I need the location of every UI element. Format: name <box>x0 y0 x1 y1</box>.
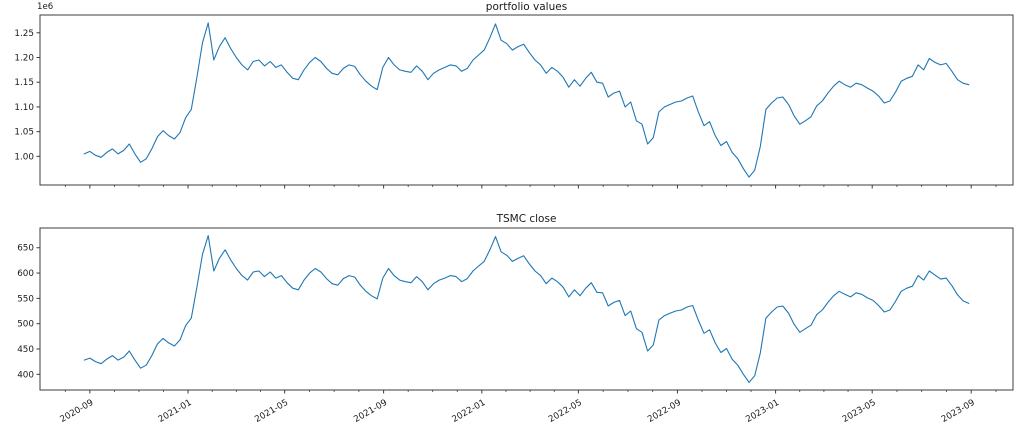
y-axis-offset-label: 1e6 <box>37 2 54 12</box>
chart-title-portfolio-values: portfolio values <box>485 1 568 13</box>
y-tick-label: 1.10 <box>14 103 34 113</box>
y-tick-label: 1.20 <box>14 54 34 64</box>
x-tick-label: 2021-09 <box>352 398 389 425</box>
series-line-0 <box>83 22 970 178</box>
x-tick-label: 2021-01 <box>157 398 194 425</box>
chart-title-tsmc-close: TSMC close <box>496 213 557 225</box>
y-tick-label: 1.15 <box>14 78 34 88</box>
y-tick-label: 550 <box>17 294 34 304</box>
y-tick-label: 1.05 <box>14 128 34 138</box>
x-tick-label: 2021-05 <box>253 398 290 425</box>
axes-frame <box>39 227 1014 391</box>
axes-frame <box>39 14 1014 186</box>
axes-1: 2020-09 2021-01 2021-05 2021-09 2022-01 2022-… <box>17 227 1014 425</box>
x-tick-label: 2022-05 <box>547 398 584 425</box>
y-tick-label: 450 <box>17 345 34 355</box>
x-tick-label: 2022-09 <box>646 398 683 425</box>
x-tick-label: 2020-09 <box>59 398 96 425</box>
y-tick-label: 600 <box>17 269 34 279</box>
x-tick-label: 2023-05 <box>841 398 878 425</box>
y-tick-label: 650 <box>17 244 34 254</box>
x-tick-label: 2023-09 <box>940 398 977 425</box>
y-tick-label: 400 <box>17 370 34 380</box>
axes-0: 1.00 1.05 1.10 1.15 1.20 1.25 <box>14 14 1014 189</box>
series-line-1 <box>83 235 970 383</box>
x-tick-label: 2023-01 <box>744 398 781 425</box>
y-tick-label: 500 <box>17 320 34 330</box>
x-tick-label: 2022-01 <box>450 398 487 425</box>
y-tick-label: 1.25 <box>14 29 34 39</box>
y-tick-label: 1.00 <box>14 152 34 162</box>
